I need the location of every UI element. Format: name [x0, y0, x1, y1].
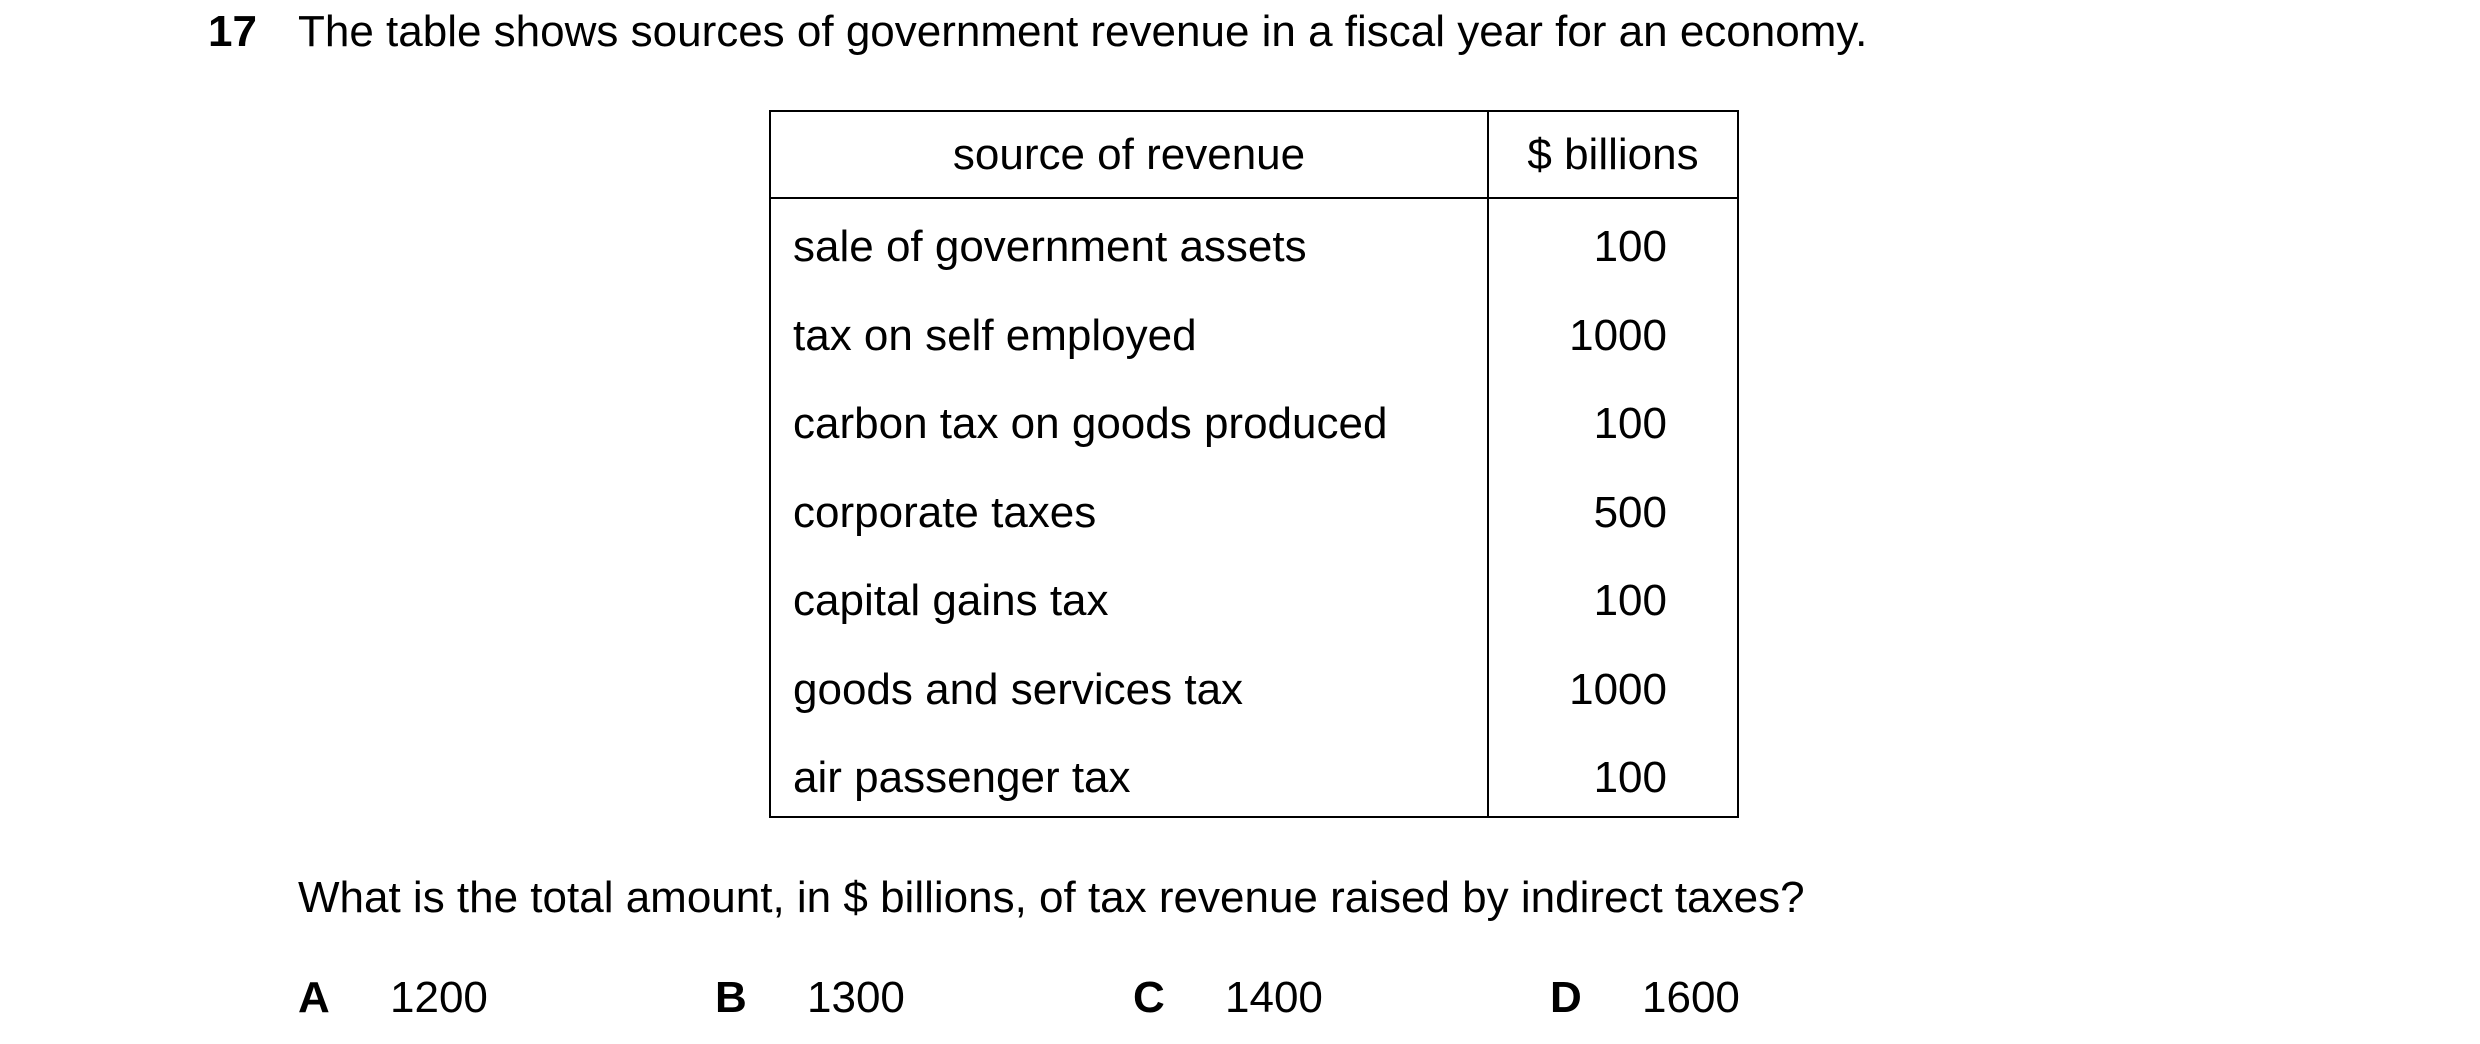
- option-b[interactable]: B 1300: [715, 968, 905, 1028]
- value-cell: 1000: [1569, 310, 1667, 360]
- answer-options: A 1200 B 1300 C 1400 D 1600: [0, 968, 2480, 1028]
- value-cell: 100: [1593, 753, 1667, 802]
- table-row: carbon tax on goods produced 100: [771, 376, 1737, 465]
- value-cell: 100: [1593, 399, 1667, 448]
- table-row: tax on self employed 1000: [771, 288, 1737, 377]
- option-value: 1400: [1225, 973, 1323, 1022]
- source-cell: sale of government assets: [793, 222, 1307, 271]
- option-d[interactable]: D 1600: [1550, 968, 1740, 1028]
- source-cell: corporate taxes: [793, 487, 1097, 537]
- table-row: goods and services tax 1000: [771, 642, 1737, 731]
- table-row: sale of government assets 100: [771, 199, 1737, 288]
- option-letter: A: [298, 973, 330, 1022]
- header-divider: [771, 197, 1737, 199]
- value-cell: 1000: [1569, 664, 1667, 714]
- value-cell: 100: [1593, 222, 1667, 271]
- source-cell: goods and services tax: [793, 664, 1244, 714]
- option-letter: B: [715, 973, 747, 1022]
- option-value: 1200: [390, 973, 488, 1022]
- table-row: air passenger tax 100: [771, 730, 1737, 819]
- header-billions: $ billions: [1527, 130, 1699, 179]
- table-body: sale of government assets 100 tax on sel…: [771, 199, 1737, 819]
- source-cell: tax on self employed: [793, 310, 1197, 360]
- question-prompt: What is the total amount, in $ billions,…: [298, 873, 1805, 922]
- header-source-of-revenue: source of revenue: [952, 130, 1306, 179]
- option-letter: D: [1550, 973, 1582, 1022]
- source-cell: air passenger tax: [793, 753, 1131, 802]
- question-number: 17: [208, 7, 257, 56]
- value-cell: 500: [1593, 487, 1667, 537]
- option-value: 1600: [1642, 973, 1740, 1022]
- table-row: corporate taxes 500: [771, 465, 1737, 554]
- value-cell: 100: [1593, 576, 1667, 625]
- option-letter: C: [1133, 973, 1165, 1022]
- column-divider: [1487, 112, 1489, 816]
- question-stem: The table shows sources of government re…: [298, 7, 1868, 56]
- option-c[interactable]: C 1400: [1133, 968, 1323, 1028]
- source-cell: carbon tax on goods produced: [793, 399, 1388, 448]
- option-value: 1300: [807, 973, 905, 1022]
- revenue-table: source of revenue $ billions sale of gov…: [769, 110, 1739, 818]
- source-cell: capital gains tax: [793, 576, 1109, 625]
- option-a[interactable]: A 1200: [298, 968, 488, 1028]
- table-row: capital gains tax 100: [771, 553, 1737, 642]
